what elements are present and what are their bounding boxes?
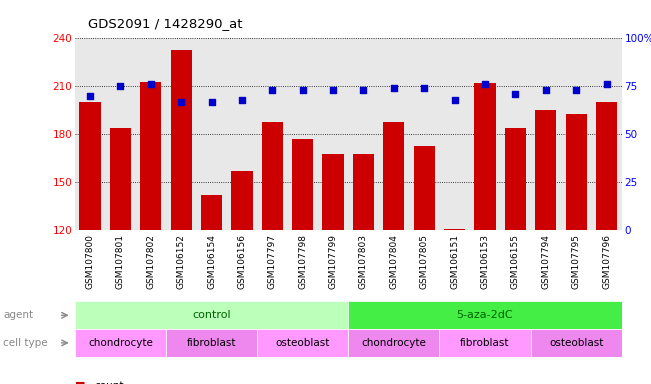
Bar [348, 301, 622, 329]
Text: GSM107794: GSM107794 [541, 234, 550, 289]
Text: GSM107795: GSM107795 [572, 234, 581, 289]
Text: osteoblast: osteoblast [549, 338, 603, 348]
Text: fibroblast: fibroblast [460, 338, 510, 348]
Text: control: control [192, 310, 231, 320]
Point [571, 87, 581, 93]
Text: GSM106152: GSM106152 [176, 234, 186, 289]
Point [146, 81, 156, 88]
Point [510, 91, 521, 97]
Bar [413, 146, 435, 230]
Text: ■: ■ [75, 381, 85, 384]
Text: agent: agent [3, 310, 33, 320]
Point [449, 97, 460, 103]
Point [267, 87, 277, 93]
Text: GSM107802: GSM107802 [146, 234, 156, 289]
Text: GSM106156: GSM106156 [238, 234, 247, 289]
Bar [292, 139, 313, 230]
Bar [531, 329, 622, 357]
Text: osteoblast: osteoblast [275, 338, 330, 348]
Bar [353, 154, 374, 230]
Text: chondrocyte: chondrocyte [88, 338, 153, 348]
Point [419, 85, 430, 91]
Bar [322, 154, 344, 230]
Bar [475, 83, 495, 230]
Point [176, 99, 186, 105]
Point [115, 83, 126, 89]
Text: GSM107799: GSM107799 [329, 234, 338, 289]
Text: count: count [94, 381, 124, 384]
Point [540, 87, 551, 93]
Bar [79, 103, 101, 230]
Bar [75, 329, 166, 357]
Bar [566, 114, 587, 230]
Text: 5-aza-2dC: 5-aza-2dC [457, 310, 513, 320]
Text: GSM107800: GSM107800 [85, 234, 94, 289]
Point [237, 97, 247, 103]
Bar [201, 195, 222, 230]
Point [298, 87, 308, 93]
Bar [166, 329, 257, 357]
Text: GSM106153: GSM106153 [480, 234, 490, 289]
Text: GDS2091 / 1428290_at: GDS2091 / 1428290_at [88, 17, 242, 30]
Text: GSM107805: GSM107805 [420, 234, 429, 289]
Text: fibroblast: fibroblast [187, 338, 236, 348]
Text: GSM107796: GSM107796 [602, 234, 611, 289]
Bar [140, 81, 161, 230]
Point [602, 81, 612, 88]
Text: GSM106155: GSM106155 [511, 234, 520, 289]
Point [206, 99, 217, 105]
Text: cell type: cell type [3, 338, 48, 348]
Bar [257, 329, 348, 357]
Text: GSM107801: GSM107801 [116, 234, 125, 289]
Bar [75, 301, 348, 329]
Bar [171, 50, 192, 230]
Text: GSM107797: GSM107797 [268, 234, 277, 289]
Bar [596, 103, 617, 230]
Text: GSM106151: GSM106151 [450, 234, 459, 289]
Bar [505, 128, 526, 230]
Text: GSM107798: GSM107798 [298, 234, 307, 289]
Bar [348, 329, 439, 357]
Text: chondrocyte: chondrocyte [361, 338, 426, 348]
Text: GSM107804: GSM107804 [389, 234, 398, 289]
Point [480, 81, 490, 88]
Bar [535, 111, 557, 230]
Bar [383, 122, 404, 230]
Point [328, 87, 339, 93]
Bar [262, 122, 283, 230]
Bar [444, 229, 465, 230]
Bar [439, 329, 531, 357]
Text: GSM106154: GSM106154 [207, 234, 216, 289]
Point [358, 87, 368, 93]
Point [85, 93, 95, 99]
Text: GSM107803: GSM107803 [359, 234, 368, 289]
Bar [231, 171, 253, 230]
Point [389, 85, 399, 91]
Bar [110, 128, 131, 230]
